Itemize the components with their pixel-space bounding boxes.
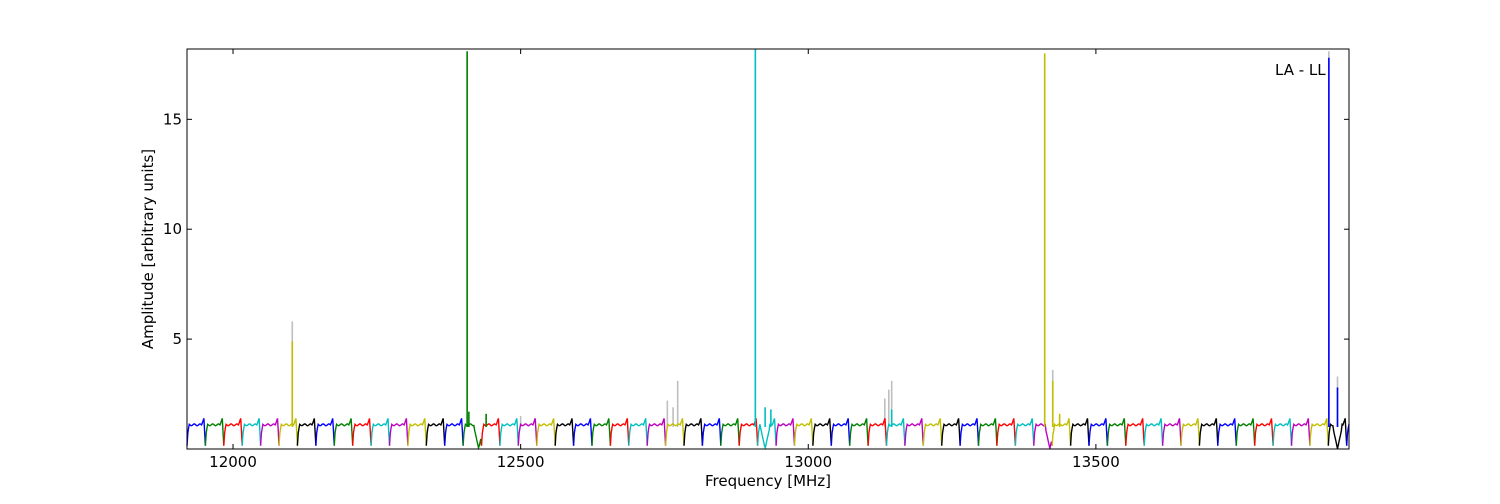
- segment-line: [536, 418, 556, 446]
- segment-line: [591, 418, 612, 446]
- segment-line: [370, 418, 391, 446]
- spike-marks: [291, 49, 1339, 428]
- segment-line: [499, 418, 519, 446]
- segment-line: [204, 418, 225, 446]
- segment-line: [922, 418, 943, 446]
- segment-line: [388, 418, 409, 446]
- x-tick-label: 13000: [784, 453, 832, 471]
- y-tick-label: 5: [172, 330, 182, 348]
- segment-line: [1088, 418, 1109, 446]
- segment-line: [186, 418, 207, 446]
- segment-line: [720, 418, 740, 446]
- segment-line: [278, 418, 299, 446]
- segment-line: [554, 418, 575, 446]
- x-axis-label: Frequency [MHz]: [705, 472, 831, 490]
- segment-line: [664, 418, 685, 446]
- x-tick-label: 12000: [209, 453, 257, 471]
- segment-line: [1254, 418, 1274, 446]
- y-axis-label: Amplitude [arbitrary units]: [139, 149, 157, 349]
- segment-line: [315, 418, 335, 446]
- segment-line: [1143, 418, 1164, 446]
- segment-line: [462, 422, 483, 451]
- segment-line: [977, 418, 998, 446]
- segment-line: [941, 418, 961, 446]
- y-tick-label: 10: [163, 220, 182, 238]
- segment-line: [1106, 418, 1127, 446]
- segment-line: [812, 418, 832, 446]
- plot-frame: [186, 48, 1350, 450]
- segment-line: [793, 418, 814, 446]
- segment-line: [333, 418, 354, 446]
- segment-line: [1180, 418, 1201, 446]
- segment-line: [885, 418, 906, 446]
- segment-line: [756, 418, 777, 450]
- segment-line: [444, 418, 464, 446]
- x-axis-ticks: 12000 12500 13000 13500: [209, 49, 1120, 471]
- segment-line: [830, 418, 851, 446]
- segment-line: [904, 418, 924, 446]
- segment-line: [407, 418, 427, 446]
- segment-series: [186, 418, 1350, 451]
- segment-line: [1235, 418, 1256, 446]
- segment-line: [1198, 418, 1219, 446]
- x-tick-label: 13500: [1072, 453, 1120, 471]
- segment-line: [223, 418, 243, 446]
- segment-line: [628, 418, 648, 446]
- segment-line: [1217, 418, 1237, 446]
- segment-line: [701, 418, 722, 446]
- y-axis-ticks: 5 10 15: [163, 110, 1349, 348]
- plot-annotation: LA - LL: [1275, 61, 1326, 79]
- segment-line: [352, 418, 372, 446]
- segment-line: [296, 418, 317, 446]
- segment-line: [1272, 418, 1293, 446]
- segment-line: [1161, 418, 1182, 446]
- segment-line: [849, 418, 869, 446]
- segment-line: [996, 418, 1017, 446]
- segment-line: [425, 418, 446, 446]
- segment-line: [1051, 418, 1072, 446]
- segment-line: [572, 418, 593, 446]
- segment-line: [1014, 418, 1035, 446]
- segment-line: [517, 418, 538, 446]
- segment-line: [1290, 418, 1311, 446]
- segment-line: [1069, 418, 1090, 446]
- segment-line: [259, 418, 280, 446]
- segment-line: [1125, 418, 1145, 446]
- segment-line: [480, 418, 501, 446]
- segment-line: [609, 418, 630, 446]
- segment-line: [646, 418, 667, 446]
- y-tick-label: 15: [163, 110, 182, 128]
- x-tick-label: 12500: [497, 453, 545, 471]
- segment-line: [1309, 418, 1329, 446]
- segment-line: [1033, 422, 1053, 449]
- segment-line: [775, 418, 796, 446]
- segment-line: [683, 418, 704, 446]
- segment-line: [867, 418, 888, 446]
- reference-series: [291, 51, 1339, 428]
- segment-line: [241, 418, 262, 446]
- segment-line: [959, 418, 980, 446]
